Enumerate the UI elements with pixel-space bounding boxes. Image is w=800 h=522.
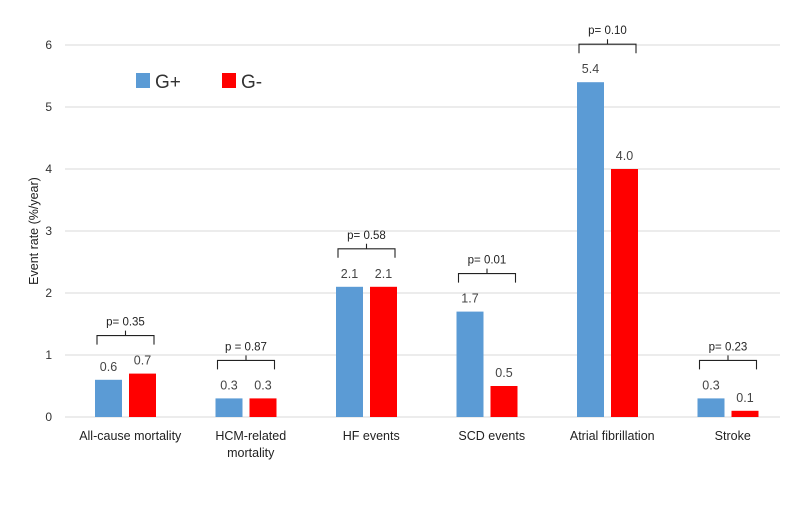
x-tick-label: Stroke: [715, 429, 751, 443]
y-axis: 0 1 2 3 4 5 6: [45, 38, 52, 424]
bar-g-minus: [129, 373, 156, 417]
y-tick-label: 3: [45, 224, 52, 238]
x-axis: All-cause mortality HCM-related mortality H…: [79, 429, 751, 460]
y-tick-label: 2: [45, 286, 52, 300]
data-label: 2.1: [375, 267, 392, 281]
x-tick-label: HCM-related: [215, 429, 286, 443]
legend-label: G+: [155, 72, 181, 93]
data-label: 0.3: [220, 378, 237, 392]
data-label: 2.1: [341, 267, 358, 281]
p-value-label: p= 0.58: [347, 230, 386, 242]
p-value-bracket: [578, 39, 637, 54]
bar-g-plus: [577, 82, 604, 417]
data-label: 5.4: [582, 62, 599, 76]
p-value-bracket: [216, 355, 276, 370]
bars: [95, 82, 759, 417]
legend-swatch: [222, 73, 236, 88]
bar-g-plus: [95, 379, 122, 417]
legend: G+ G-: [136, 72, 262, 93]
data-label: 0.3: [702, 378, 719, 392]
p-value-bracket: [96, 330, 155, 345]
p-value-bracket: [337, 243, 396, 258]
bar-g-plus: [456, 311, 484, 417]
p-value-label: p= 0.10: [588, 25, 627, 37]
p-value-label: p= 0.35: [106, 317, 145, 329]
y-tick-label: 1: [45, 348, 52, 362]
bar-g-minus: [370, 286, 397, 417]
bar-g-minus: [611, 169, 638, 417]
bar-g-plus: [336, 286, 363, 417]
gridlines: [65, 44, 780, 418]
data-labels: 0.6 0.7 0.3 0.3 2.1 2.1 1.7 0.5 5.4 4.0 0.3 0.1: [100, 62, 754, 405]
y-axis-label: Event rate (%/year): [27, 177, 41, 285]
bar-g-minus: [490, 386, 518, 417]
data-label: 0.5: [495, 366, 512, 380]
y-tick-label: 0: [45, 410, 52, 424]
x-tick-label: mortality: [227, 446, 275, 460]
data-label: 0.1: [736, 391, 753, 405]
p-value-label: p= 0.01: [468, 255, 507, 267]
bar-g-minus: [731, 410, 759, 417]
data-label: 0.3: [254, 378, 271, 392]
bar-g-plus: [697, 398, 725, 417]
p-value-label: p= 0.23: [709, 341, 748, 353]
legend-label: G-: [241, 72, 262, 93]
p-value-label: p = 0.87: [225, 341, 267, 353]
data-label: 1.7: [461, 292, 478, 306]
bar-g-plus: [215, 398, 243, 417]
x-tick-label: HF events: [343, 429, 400, 443]
p-value-bracket: [698, 355, 758, 370]
x-tick-label: Atrial fibrillation: [570, 429, 655, 443]
legend-swatch: [136, 73, 150, 88]
x-tick-label: All-cause mortality: [79, 429, 182, 443]
y-tick-label: 5: [45, 100, 52, 114]
p-value-annotations: p= 0.35 p = 0.87 p= 0.58 p= 0.01 p= 0.10 p= 0…: [96, 25, 758, 370]
p-value-bracket: [457, 268, 517, 283]
y-tick-label: 6: [45, 38, 52, 52]
bar-g-minus: [249, 398, 277, 417]
data-label: 0.7: [134, 354, 151, 368]
data-label: 4.0: [616, 149, 633, 163]
x-tick-label: SCD events: [458, 429, 525, 443]
data-label: 0.6: [100, 360, 117, 374]
y-tick-label: 4: [45, 162, 52, 176]
